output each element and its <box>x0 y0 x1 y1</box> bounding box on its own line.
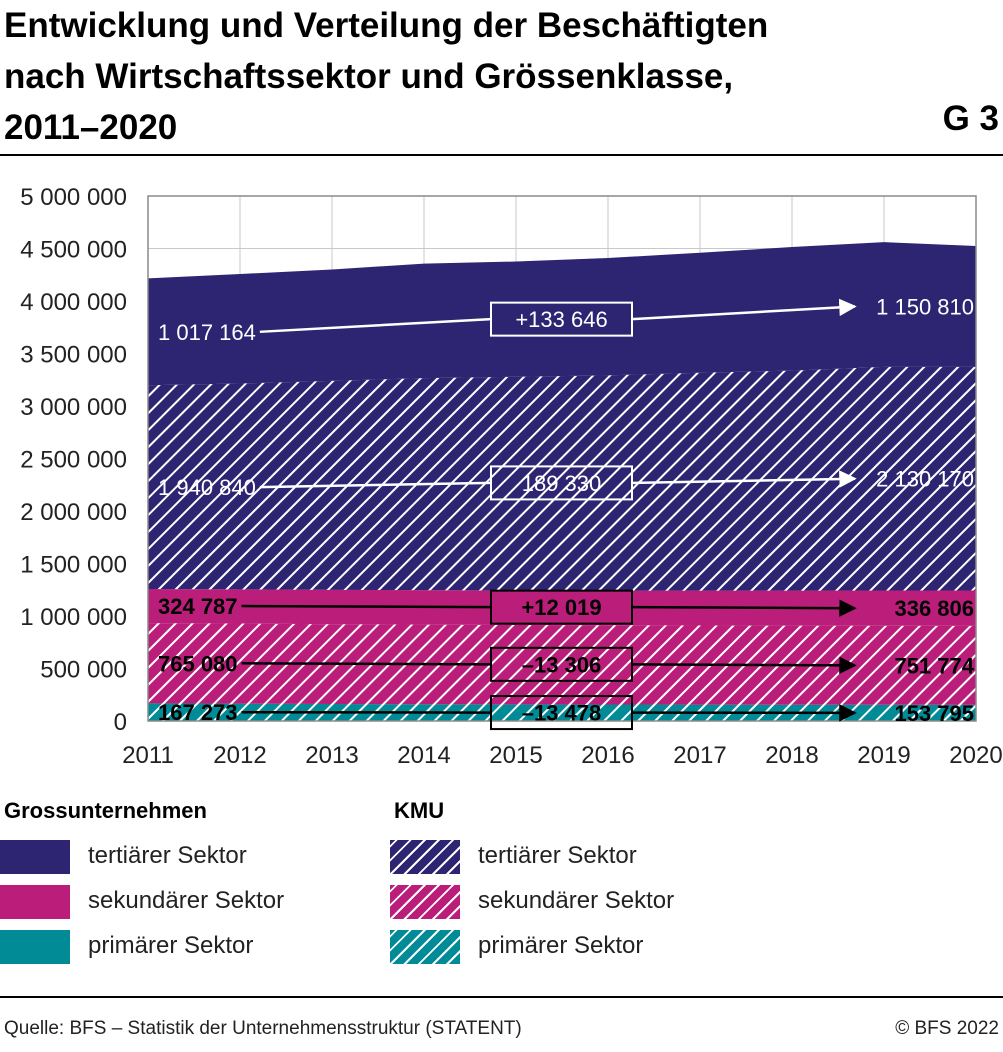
change-value-label: 189 330 <box>522 471 602 496</box>
start-value-label: 1 940 840 <box>158 475 256 500</box>
x-tick-label: 2015 <box>489 742 542 769</box>
copyright-note: © BFS 2022 <box>895 1018 999 1039</box>
legend-swatch <box>390 930 460 964</box>
title-line-1: Entwicklung und Verteilung der Beschäfti… <box>4 6 769 45</box>
x-tick-label: 2014 <box>397 742 450 769</box>
end-value-label: 751 774 <box>894 653 974 678</box>
area-kmu-sekundärer <box>148 623 976 705</box>
axis-labels: 0 500 000 1 000 000 1 500 000 2 000 000 2 500… <box>20 184 1002 769</box>
area-gross-tertiärer <box>148 242 976 386</box>
arrow-head <box>631 470 857 488</box>
y-tick-label: 2 000 000 <box>20 499 127 526</box>
y-tick-label: 4 500 000 <box>20 237 127 264</box>
end-value-label: 336 806 <box>894 596 974 621</box>
legend-swatch <box>0 930 70 964</box>
x-tick-label: 2020 <box>949 742 1002 769</box>
arrow-head <box>631 599 857 617</box>
arrow-line <box>259 317 492 334</box>
y-tick-label: 5 000 000 <box>20 184 127 211</box>
y-tick-label: 500 000 <box>40 657 127 684</box>
change-value-label: –13 306 <box>522 652 602 677</box>
change-value-label: –13 478 <box>522 701 602 726</box>
area-gross-sekundärer <box>148 589 976 626</box>
y-tick-label: 1 500 000 <box>20 552 127 579</box>
end-value-label: 153 795 <box>894 701 974 726</box>
source-note: Quelle: BFS – Statistik der Unternehmens… <box>4 1018 522 1039</box>
top-rule <box>0 154 1003 156</box>
bottom-rule <box>0 996 1003 998</box>
chart-title: Entwicklung und Verteilung der Beschäfti… <box>4 0 904 153</box>
x-tick-label: 2012 <box>213 742 266 769</box>
legend-group-title: KMU <box>394 798 445 823</box>
y-tick-label: 3 000 000 <box>20 394 127 421</box>
arrow-line <box>259 481 492 489</box>
legend-label: primärer Sektor <box>88 932 254 959</box>
end-value-label: 2 130 170 <box>876 467 974 492</box>
legend-label: tertiärer Sektor <box>88 842 247 869</box>
change-annotations: 1 017 164 +133 646 1 150 810 1 940 840 189 3… <box>158 294 975 731</box>
legend-label: sekundärer Sektor <box>478 887 675 914</box>
x-tick-label: 2013 <box>305 742 358 769</box>
x-tick-label: 2016 <box>581 742 634 769</box>
y-tick-label: 0 <box>114 709 127 736</box>
start-value-label: 765 080 <box>158 651 238 676</box>
area-chart: 1 017 164 +133 646 1 150 810 1 940 840 189 3… <box>20 184 1002 769</box>
end-value-label: 1 150 810 <box>876 294 974 319</box>
legend-swatch <box>0 840 70 874</box>
legend-swatch <box>390 885 460 919</box>
y-tick-label: 4 000 000 <box>20 289 127 316</box>
change-value-label: +133 646 <box>515 307 607 332</box>
arrow-head <box>631 656 857 675</box>
figure-number: G 3 <box>942 99 999 138</box>
x-tick-label: 2011 <box>122 742 174 769</box>
y-tick-label: 3 500 000 <box>20 342 127 369</box>
arrow-line <box>241 662 492 666</box>
plot-border <box>147 195 977 722</box>
area-kmu-tertiärer <box>148 366 976 591</box>
arrow-line <box>241 604 492 609</box>
area-kmu-primärer <box>148 703 976 721</box>
legend-swatch <box>390 840 460 874</box>
area-series <box>148 242 976 721</box>
y-tick-label: 2 500 000 <box>20 447 127 474</box>
title-line-2: nach Wirtschaftssektor und Grössenklasse… <box>4 57 734 96</box>
x-tick-label: 2019 <box>857 742 910 769</box>
y-tick-label: 1 000 000 <box>20 604 127 631</box>
legend-label: tertiärer Sektor <box>478 842 637 869</box>
arrow-head <box>631 298 857 321</box>
legend-label: primärer Sektor <box>478 932 644 959</box>
legend-group-title: Grossunternehmen <box>4 798 207 823</box>
change-value-label: +12 019 <box>521 595 601 620</box>
plot-frame <box>147 195 977 722</box>
x-tick-label: 2017 <box>673 742 726 769</box>
legend-label: sekundärer Sektor <box>88 887 285 914</box>
start-value-label: 324 787 <box>158 594 238 619</box>
title-line-3: 2011–2020 <box>4 108 178 147</box>
x-tick-label: 2018 <box>765 742 818 769</box>
start-value-label: 167 273 <box>158 700 238 725</box>
start-value-label: 1 017 164 <box>158 320 256 345</box>
legend-swatch <box>0 885 70 919</box>
